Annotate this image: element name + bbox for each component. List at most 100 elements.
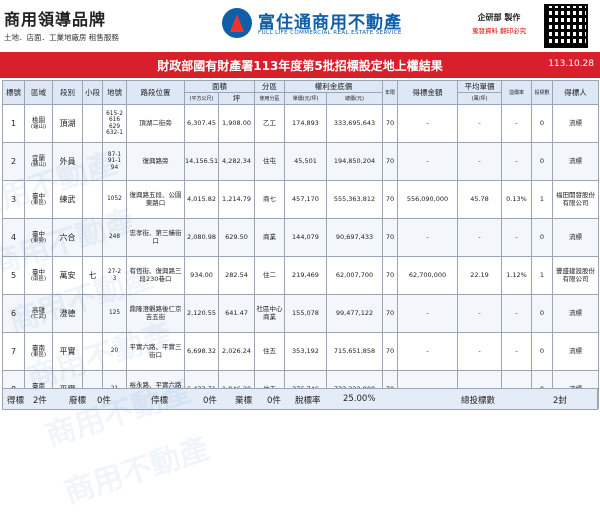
cell-winner: 流標: [552, 218, 599, 257]
cell-district: 臺中 (東勢): [24, 218, 53, 257]
district-name: 高雄: [32, 305, 45, 314]
title-bar: 財政部國有財產署113年度第5批招標設定地上權結果 113.10.28: [0, 52, 600, 78]
table-row: 7 臺南 (東區) 平實 20 平實六路、平實三街口 6,698.32 2,026.24 住五 3…: [2, 332, 599, 371]
cell-area-ping: 629.50: [218, 218, 255, 257]
cell-term: 70: [382, 294, 398, 333]
cell-avg-price: -: [457, 104, 502, 143]
col-header-district: 區域: [24, 80, 53, 105]
table-row: 6 高雄 (仁武) 澄德 125 鼎隆澄觀路後仁京吉五街 2,120.55 641.47 社區中…: [2, 294, 599, 333]
cell-area-sqm: 6,307.45: [184, 104, 219, 143]
cell-no: 7: [2, 332, 25, 371]
col-header-rights: 權利金底價: [284, 80, 383, 93]
cell-no: 5: [2, 256, 25, 295]
cell-district: 宜蘭 (蘇山): [24, 142, 53, 181]
col-header-area-ping: 坪: [218, 92, 255, 105]
cell-subsection: [82, 332, 103, 371]
district-subarea: (蘇山): [30, 162, 47, 169]
cell-total-price: 555,363,812: [326, 180, 383, 219]
cell-term: 70: [382, 180, 398, 219]
cell-winner: 流標: [552, 104, 599, 143]
cell-term: 70: [382, 104, 398, 143]
qr-code-icon: [544, 4, 588, 48]
cell-district: 高雄 (仁武): [24, 294, 53, 333]
cell-lot: 20: [102, 332, 127, 371]
col-header-bid-amount: 得標金額: [397, 80, 458, 105]
cell-winner: 福田開發股份有限公司: [552, 180, 599, 219]
cell-subsection: [82, 294, 103, 333]
cell-subsection: [82, 142, 103, 181]
summary-bar: 得標 2件 廢標 0件 停標 0件 棄標 0件 脫標率 25.00% 總投標數 …: [2, 388, 598, 410]
cell-winner: 豐盛建設股份有限公司: [552, 256, 599, 295]
cell-no: 6: [2, 294, 25, 333]
cell-avg-price: -: [457, 332, 502, 371]
district-subarea: (仁武): [30, 314, 47, 321]
cell-winner: 流標: [552, 142, 599, 181]
results-table: 標號 區域 段別 小段 地號 路段位置 面積 分區 權利金底價 年限 得標金額 …: [2, 80, 599, 409]
logo-emblem-icon: [222, 8, 252, 38]
col-header-avg-price: 平均單價: [457, 80, 502, 93]
col-header-zone: 分區: [254, 80, 285, 93]
cell-section: 平實: [52, 332, 83, 371]
col-header-premium: 溢價率: [501, 80, 532, 105]
cell-subsection: [82, 180, 103, 219]
cell-term: 70: [382, 218, 398, 257]
credit-block: 企研部 製作 蒐發資料 翻印必究: [472, 12, 526, 35]
summary-stop-value: 0件: [203, 396, 217, 406]
cell-avg-price: -: [457, 294, 502, 333]
summary-rate-label: 脫標率: [295, 396, 321, 406]
cell-lot: 27-2 3: [102, 256, 127, 295]
cell-term: 70: [382, 142, 398, 181]
cell-bidders: 0: [531, 332, 553, 371]
page-header: 商用領導品牌 土地．店面．工業地廠房 租售服務 富住通商用不動產 FULL LI…: [0, 0, 600, 50]
cell-lot: 1052: [102, 180, 127, 219]
report-date: 113.10.28: [548, 59, 594, 69]
cell-area-sqm: 934.00: [184, 256, 219, 295]
cell-location: 復興路旁: [126, 142, 185, 181]
cell-bidders: 0: [531, 294, 553, 333]
cell-unit-price: 144,079: [284, 218, 327, 257]
summary-withdraw-value: 0件: [267, 396, 281, 406]
cell-section: 練武: [52, 180, 83, 219]
summary-total-value: 2封: [553, 396, 567, 406]
cell-premium: -: [501, 218, 532, 257]
cell-subsection: [82, 218, 103, 257]
col-header-location: 路段位置: [126, 80, 185, 105]
cell-bid-amount: -: [397, 294, 458, 333]
col-header-lot: 地號: [102, 80, 127, 105]
summary-total-label: 總投標數: [461, 396, 496, 406]
cell-term: 70: [382, 256, 398, 295]
company-logo: 富住通商用不動產 FULL LIFE COMMERCIAL REAL ESTAT…: [222, 6, 412, 44]
table-row: 5 臺中 (南區) 萬安七 27-2 3 有恆街、復興路三段230巷口 934.00 282.…: [2, 256, 599, 295]
cell-total-price: 715,651,858: [326, 332, 383, 371]
cell-premium: -: [501, 294, 532, 333]
brand-title: 商用領導品牌: [4, 10, 107, 29]
district-subarea: (龜山): [30, 124, 47, 131]
cell-subsection: [82, 104, 103, 143]
cell-bidders: 1: [531, 180, 553, 219]
summary-stop-label: 停標: [151, 396, 169, 406]
table-row: 1 桃園 (龜山) 頂湖 615-2 616 629 632-1 頂湖二街旁 6,307.4…: [2, 104, 599, 143]
cell-area-sqm: 2,120.55: [184, 294, 219, 333]
col-header-zone-sub: 使用分區: [254, 92, 285, 105]
cell-location: 有恆街、復興路三段230巷口: [126, 256, 185, 295]
cell-location: 頂湖二街旁: [126, 104, 185, 143]
cell-unit-price: 155,078: [284, 294, 327, 333]
cell-area-ping: 2,026.24: [218, 332, 255, 371]
credit-copyright: 蒐發資料 翻印必究: [472, 27, 527, 35]
cell-unit-price: 457,170: [284, 180, 327, 219]
cell-district: 臺南(東區): [24, 332, 53, 371]
cell-premium: -: [501, 332, 532, 371]
cell-location: 忠孝街、第三橫街口: [126, 218, 185, 257]
district-name: 桃園: [32, 115, 45, 124]
cell-bid-amount: -: [397, 332, 458, 371]
cell-zone: 乙工: [254, 104, 285, 143]
col-header-winner: 得標人: [552, 80, 599, 105]
summary-withdraw-label: 棄標: [235, 396, 253, 406]
cell-location: 復興路五段、公園東路口: [126, 180, 185, 219]
brand-block: 商用領導品牌 土地．店面．工業地廠房 租售服務: [4, 6, 119, 43]
cell-area-sqm: 2,080.98: [184, 218, 219, 257]
cell-total-price: 333,695,643: [326, 104, 383, 143]
col-header-no: 標號: [2, 80, 25, 105]
cell-unit-price: 45,501: [284, 142, 327, 181]
cell-zone: 住五: [254, 332, 285, 371]
